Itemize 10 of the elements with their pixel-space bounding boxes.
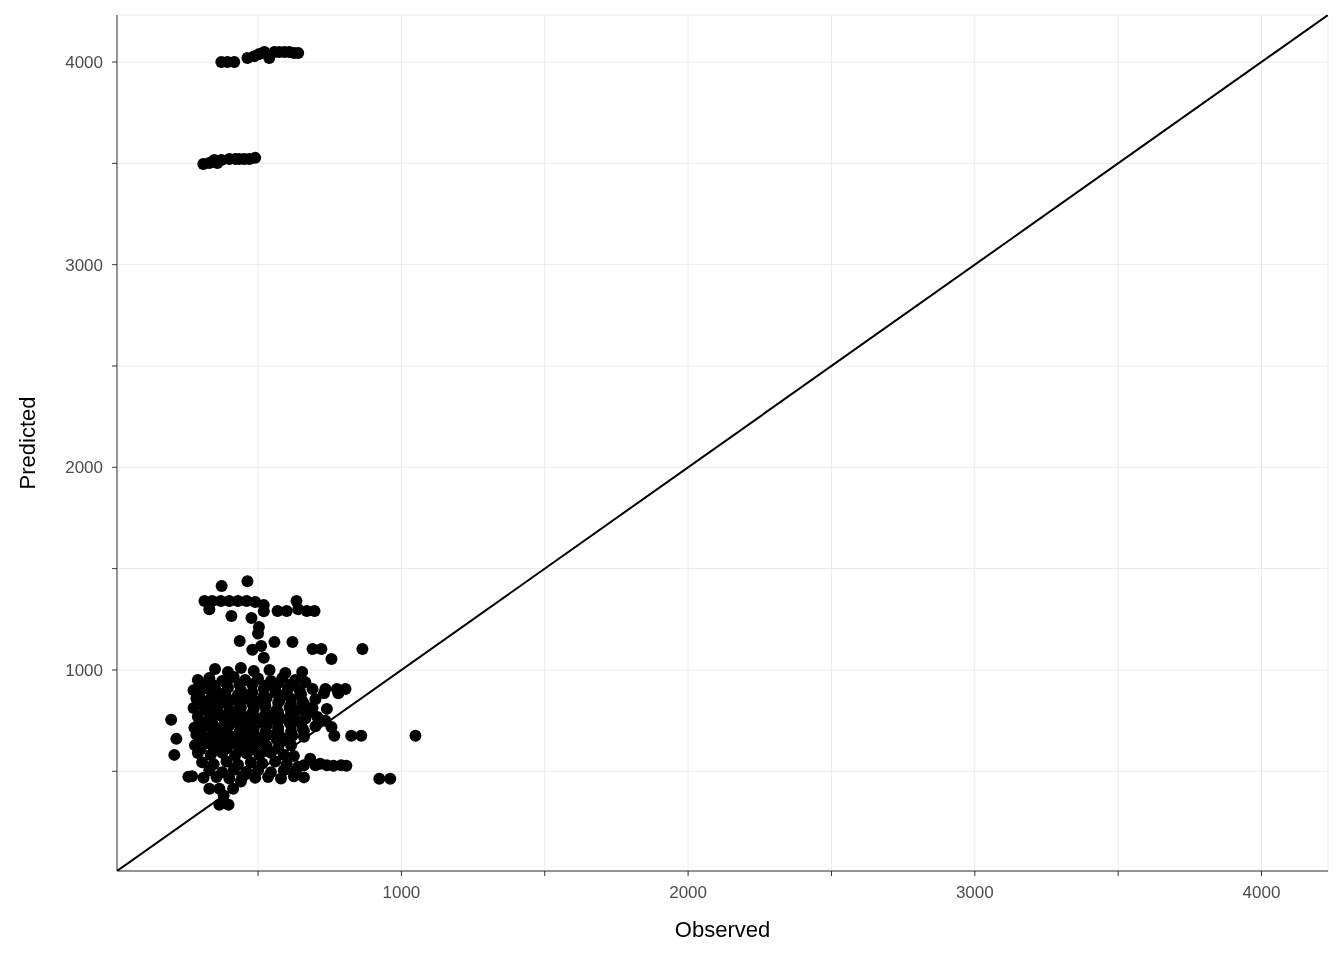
x-tick-label: 2000 — [669, 883, 708, 903]
y-tick-label: 3000 — [65, 255, 103, 275]
y-tick-label: 4000 — [65, 53, 103, 73]
x-tick-label: 1000 — [382, 883, 421, 903]
x-axis-title: Observed — [674, 917, 771, 942]
x-tick-label: 4000 — [1242, 883, 1281, 903]
y-tick-label: 2000 — [65, 458, 103, 478]
y-axis-title: Predicted — [14, 396, 40, 490]
y-tick-label: 1000 — [65, 661, 103, 680]
x-tick-label: 3000 — [955, 883, 994, 903]
